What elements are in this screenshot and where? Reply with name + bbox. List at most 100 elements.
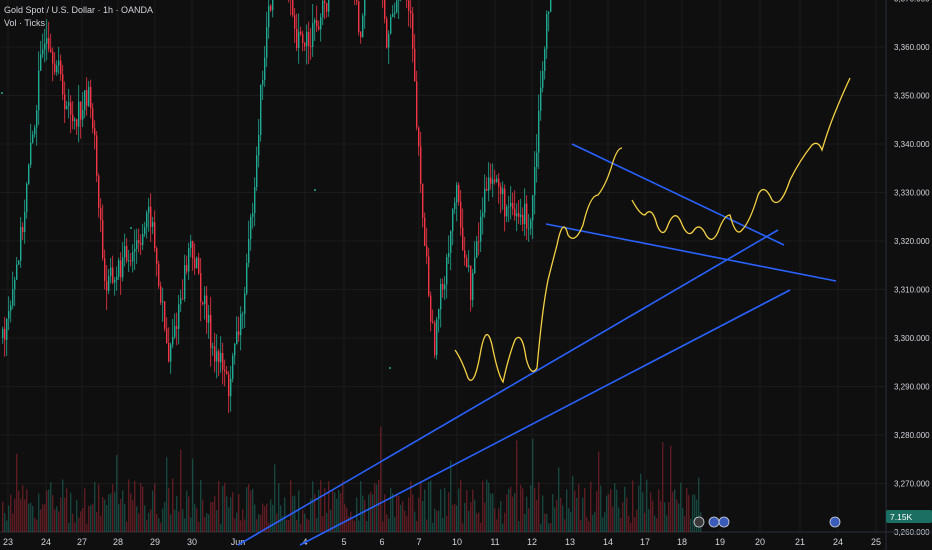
indicator-label[interactable]: Vol · Ticks (4, 18, 46, 28)
volume-bar (150, 509, 152, 532)
volume-bar (400, 504, 402, 532)
volume-bar (352, 519, 354, 532)
candle-body (224, 369, 226, 372)
volume-bar (284, 497, 286, 532)
volume-bar (62, 479, 64, 532)
volume-bar (488, 482, 490, 532)
candle-body (62, 74, 64, 95)
time-tick-label: 12 (527, 537, 537, 547)
price-tick-label: 3,360.000 (894, 43, 930, 52)
candle-body (98, 175, 100, 208)
candle-body (408, 0, 410, 11)
candle-body (118, 260, 120, 277)
candle-body (416, 81, 418, 128)
volume-bar (612, 506, 614, 532)
volume-bar (160, 522, 162, 532)
candle-body (442, 283, 444, 290)
candle-body (398, 0, 400, 1)
volume-bar (432, 522, 434, 532)
candle-body (226, 371, 228, 375)
volume-bar (690, 518, 692, 532)
volume-bar (602, 517, 604, 532)
volume-bar (232, 492, 234, 532)
volume-bar (372, 494, 374, 532)
candle-body (68, 102, 70, 107)
volume-bar (216, 510, 218, 532)
volume-bar (58, 511, 60, 532)
volume-bar (426, 519, 428, 532)
candle-body (358, 1, 360, 32)
volume-bar (626, 497, 628, 532)
volume-bar (510, 486, 512, 532)
lightning-icon[interactable] (693, 516, 705, 528)
candle-body (320, 17, 322, 30)
volume-bar (430, 480, 432, 532)
volume-bar (130, 493, 132, 532)
candle-body (466, 257, 468, 267)
us-flag-icon[interactable] (829, 516, 841, 528)
candle-body (16, 264, 18, 280)
volume-bar (514, 492, 516, 532)
volume-bar (610, 489, 612, 532)
candle-body (516, 213, 518, 217)
candle-body (102, 220, 104, 259)
volume-bar (562, 505, 564, 532)
candle-body (318, 26, 320, 30)
volume-bar (460, 480, 462, 532)
volume-bar (226, 496, 228, 532)
volume-bar (270, 499, 272, 532)
volume-bar (470, 502, 472, 532)
volume-bar (448, 492, 450, 532)
candle-body (452, 208, 454, 232)
candle-body (550, 0, 552, 12)
us-flag-icon[interactable] (718, 516, 730, 528)
volume-bar (300, 523, 302, 532)
candle-body (66, 106, 68, 110)
candle-body (4, 328, 6, 340)
candle-body (176, 326, 178, 329)
volume-bar (402, 500, 404, 532)
us-flag-icon[interactable] (708, 516, 720, 528)
volume-bar (294, 495, 296, 532)
volume-bar (566, 489, 568, 532)
volume-bar (614, 483, 616, 532)
candle-body (22, 227, 24, 232)
volume-bar (588, 521, 590, 532)
candle-body (502, 188, 504, 195)
candle-body (464, 250, 466, 258)
volume-bar (412, 494, 414, 532)
volume-bar (104, 499, 106, 532)
candle-body (132, 251, 134, 262)
time-tick-label: 7 (416, 537, 421, 547)
volume-bar (170, 514, 172, 532)
candle-body (170, 344, 172, 362)
symbol-title[interactable]: Gold Spot / U.S. Dollar · 1h · OANDA (4, 5, 154, 15)
candle-body (94, 128, 96, 136)
candle-body (18, 260, 20, 265)
candle-body (92, 108, 94, 129)
volume-bar (250, 490, 252, 532)
volume-bar (380, 426, 382, 532)
volume-bar (296, 519, 298, 532)
candle-body (476, 241, 478, 258)
candle-body (470, 265, 472, 300)
volume-bar (698, 477, 700, 532)
candle-body (234, 343, 236, 356)
volume-bar (398, 496, 400, 532)
volume-bar (508, 488, 510, 532)
volume-bar (644, 512, 646, 532)
volume-bar (586, 517, 588, 532)
candle-body (232, 355, 234, 379)
volume-bar (494, 508, 496, 532)
volume-bar (224, 482, 226, 532)
candle-body (498, 178, 500, 187)
candle-body (126, 246, 128, 261)
volume-bar (388, 518, 390, 532)
volume-bar (420, 482, 422, 532)
volume-bar (318, 489, 320, 532)
volume-bar (298, 490, 300, 532)
volume-bar (424, 489, 426, 532)
volume-bar (444, 488, 446, 532)
volume-bar (536, 499, 538, 532)
